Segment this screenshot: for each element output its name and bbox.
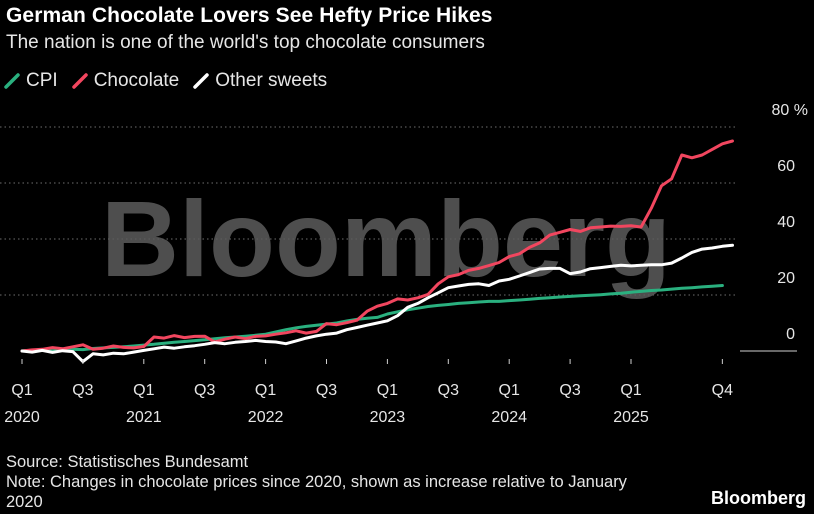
x-tick-year-10: 2025 [613,409,649,426]
x-tick-label-4: Q1 [255,382,276,399]
x-tick-label-7: Q3 [438,382,459,399]
x-tick-label-6: Q1 [377,382,398,399]
legend-swatch-other-sweets [193,73,209,89]
legend-item-other-sweets: Other sweets [193,70,327,92]
x-tick-year-2: 2021 [126,409,162,426]
chart-title: German Chocolate Lovers See Hefty Price … [6,4,493,27]
y-tick-label-0: 0 [786,326,795,343]
y-tick-label-60: 60 [777,158,795,175]
bloomberg-logo: Bloomberg [710,488,806,508]
series-line-chocolate [20,139,734,353]
series-line-cpi [20,284,724,353]
legend-swatch-cpi [4,73,20,89]
y-tick-label-80: 80 % [772,102,808,119]
x-tick-label-8: Q1 [499,382,520,399]
x-tick-year-6: 2023 [370,409,406,426]
source-text: Source: Statistisches Bundesamt [6,453,249,471]
x-tick-label-9: Q3 [559,382,580,399]
y-tick-label-20: 20 [777,270,795,287]
legend-label-cpi: CPI [26,70,58,91]
y-tick-label-40: 40 [777,214,795,231]
grid-lines [0,126,797,352]
series-lines [20,139,734,364]
x-tick-label-0: Q1 [11,382,32,399]
x-tick-year-8: 2024 [491,409,527,426]
y-tick-labels: 0 20 40 60 80 % [772,102,808,343]
x-tick-label-10: Q1 [620,382,641,399]
x-tick-labels: Q1 2020 Q3 Q1 2021 Q3 Q1 2022 Q3 Q1 2023 Q3 Q1 2024 Q3… [4,359,733,426]
legend-item-chocolate: Chocolate [71,70,180,92]
series-line-other-sweets [20,243,734,364]
x-tick-label-2: Q1 [133,382,154,399]
legend-item-cpi: CPI [4,70,58,92]
x-tick-label-11: Q4 [712,382,733,399]
x-tick-label-1: Q3 [72,382,93,399]
x-tick-year-4: 2022 [248,409,284,426]
note-text: Note: Changes in chocolate prices since … [6,473,627,511]
x-tick-year-0: 2020 [4,409,40,426]
legend-label-chocolate: Chocolate [93,70,180,91]
x-tick-label-5: Q3 [316,382,337,399]
chart-subtitle: The nation is one of the world's top cho… [6,32,485,53]
legend-swatch-chocolate [71,73,88,89]
bloomberg-watermark: Bloomberg [101,178,671,299]
chart-legend: CPI Chocolate Other sweets [4,69,327,93]
legend-label-other-sweets: Other sweets [215,70,328,91]
x-tick-label-3: Q3 [194,382,215,399]
